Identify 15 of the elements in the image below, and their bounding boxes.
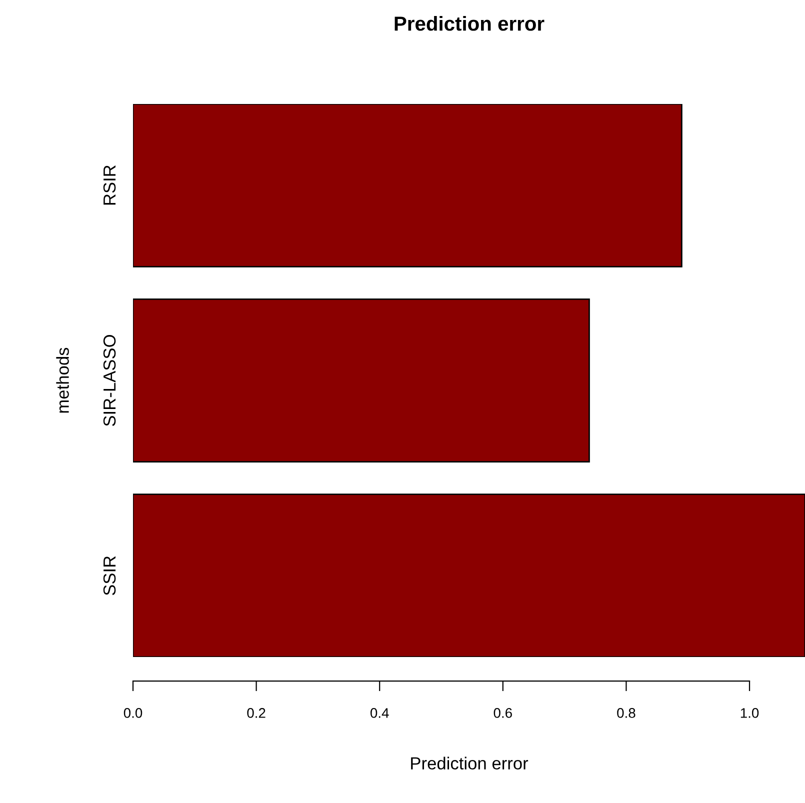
x-tick-label: 1.0 xyxy=(740,708,759,718)
x-tick-label: 0.8 xyxy=(617,708,636,718)
bar xyxy=(133,298,590,463)
x-tick-label: 0.0 xyxy=(124,708,142,718)
bar xyxy=(133,494,805,657)
x-tick-label: 0.4 xyxy=(370,708,389,718)
y-tick-label: SSIR xyxy=(103,556,116,596)
y-tick-label: SIR-LASSO xyxy=(103,335,116,426)
y-tick-label: RSIR xyxy=(103,165,116,205)
y-axis-title: methods xyxy=(56,348,69,413)
chart-title: Prediction error xyxy=(394,16,544,31)
x-tick-label: 0.2 xyxy=(247,708,266,718)
x-axis-title: Prediction error xyxy=(411,756,528,770)
x-tick-label: 0.6 xyxy=(494,708,512,718)
bar xyxy=(133,104,682,268)
